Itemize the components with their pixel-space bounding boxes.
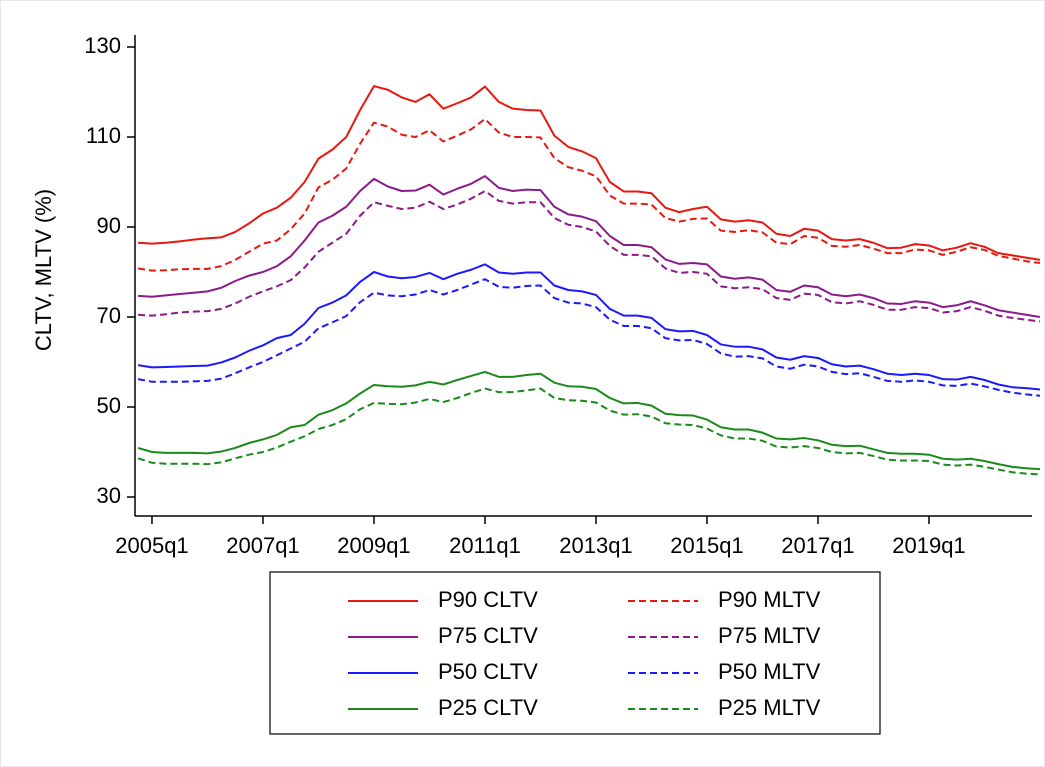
series-line: [137, 278, 1041, 397]
y-tick-label: 70: [97, 303, 121, 328]
x-tick-label: 2005q1: [115, 533, 188, 558]
y-tick-label: 90: [97, 213, 121, 238]
legend-label: P50 MLTV: [718, 659, 821, 684]
y-tick-label: 130: [84, 33, 121, 58]
legend-label: P90 MLTV: [718, 587, 821, 612]
y-tick-label: 30: [97, 483, 121, 508]
x-tick-label: 2015q1: [670, 533, 743, 558]
legend-label: P90 CLTV: [438, 587, 538, 612]
x-tick-label: 2011q1: [449, 533, 521, 558]
series-line: [137, 118, 1041, 272]
series-line: [137, 370, 1041, 471]
x-tick-label: 2013q1: [559, 533, 632, 558]
y-tick-label: 110: [86, 123, 121, 148]
series-line: [138, 190, 1041, 323]
legend-label: P50 CLTV: [438, 659, 538, 684]
legend-label: P25 MLTV: [718, 695, 821, 720]
legend-label: P75 MLTV: [718, 623, 821, 648]
series-line: [137, 387, 1041, 476]
series-line: [137, 263, 1041, 391]
x-tick-label: 2017q1: [781, 533, 854, 558]
legend-label: P75 CLTV: [438, 623, 538, 648]
y-tick-label: 50: [97, 393, 121, 418]
y-axis-label: CLTV, MLTV (%): [31, 189, 56, 351]
x-tick-label: 2007q1: [226, 533, 299, 558]
legend-label: P25 CLTV: [438, 695, 538, 720]
series-line: [138, 175, 1041, 318]
legend-box: [269, 571, 881, 735]
series-line: [138, 85, 1041, 261]
x-tick-label: 2019q1: [892, 533, 965, 558]
x-tick-label: 2009q1: [337, 533, 410, 558]
